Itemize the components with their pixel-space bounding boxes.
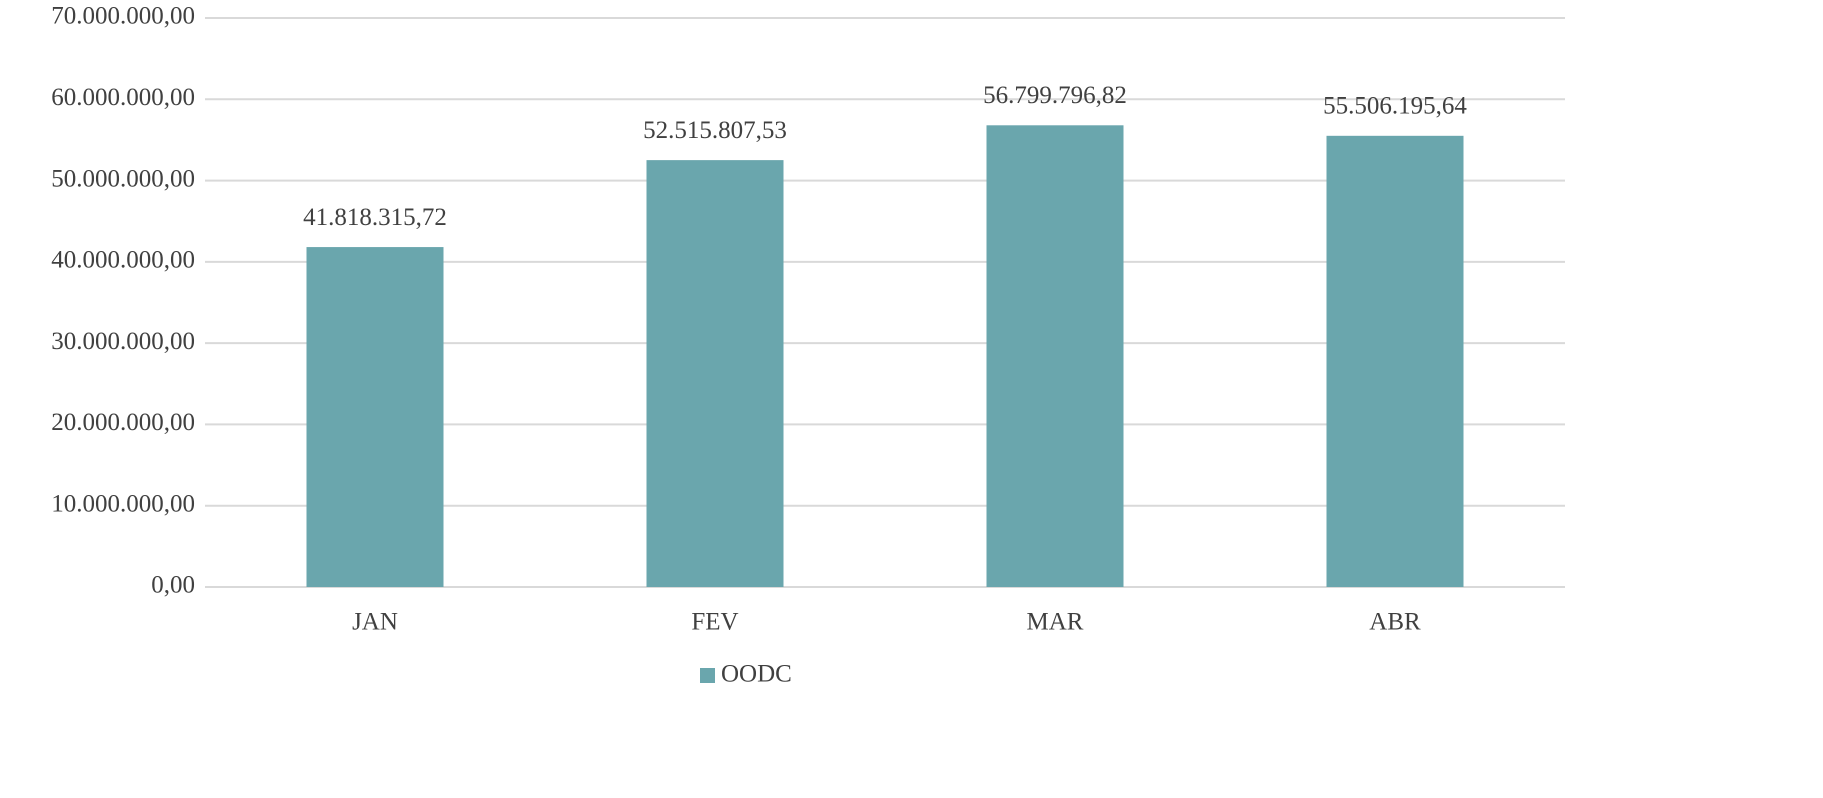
y-tick-label: 0,00 <box>151 572 195 599</box>
y-tick-label: 60.000.000,00 <box>51 84 195 111</box>
data-label: 56.799.796,82 <box>983 82 1127 109</box>
x-tick-label: FEV <box>691 609 738 636</box>
y-tick-label: 50.000.000,00 <box>51 165 195 192</box>
y-tick-label: 70.000.000,00 <box>51 3 195 30</box>
bar <box>646 160 784 587</box>
data-label: 55.506.195,64 <box>1323 93 1467 120</box>
y-tick-label: 40.000.000,00 <box>51 247 195 274</box>
data-label: 41.818.315,72 <box>303 204 447 231</box>
legend-label: OODC <box>721 661 792 688</box>
bar <box>1326 135 1464 588</box>
legend-swatch <box>700 668 715 683</box>
y-tick-label: 10.000.000,00 <box>51 490 195 517</box>
bar <box>986 125 1124 587</box>
x-tick-label: JAN <box>352 609 398 636</box>
x-tick-label: ABR <box>1369 609 1421 636</box>
data-label: 52.515.807,53 <box>643 117 787 144</box>
y-tick-label: 20.000.000,00 <box>51 409 195 436</box>
y-tick-label: 30.000.000,00 <box>51 328 195 355</box>
x-tick-label: MAR <box>1027 609 1084 636</box>
bar <box>306 247 444 587</box>
